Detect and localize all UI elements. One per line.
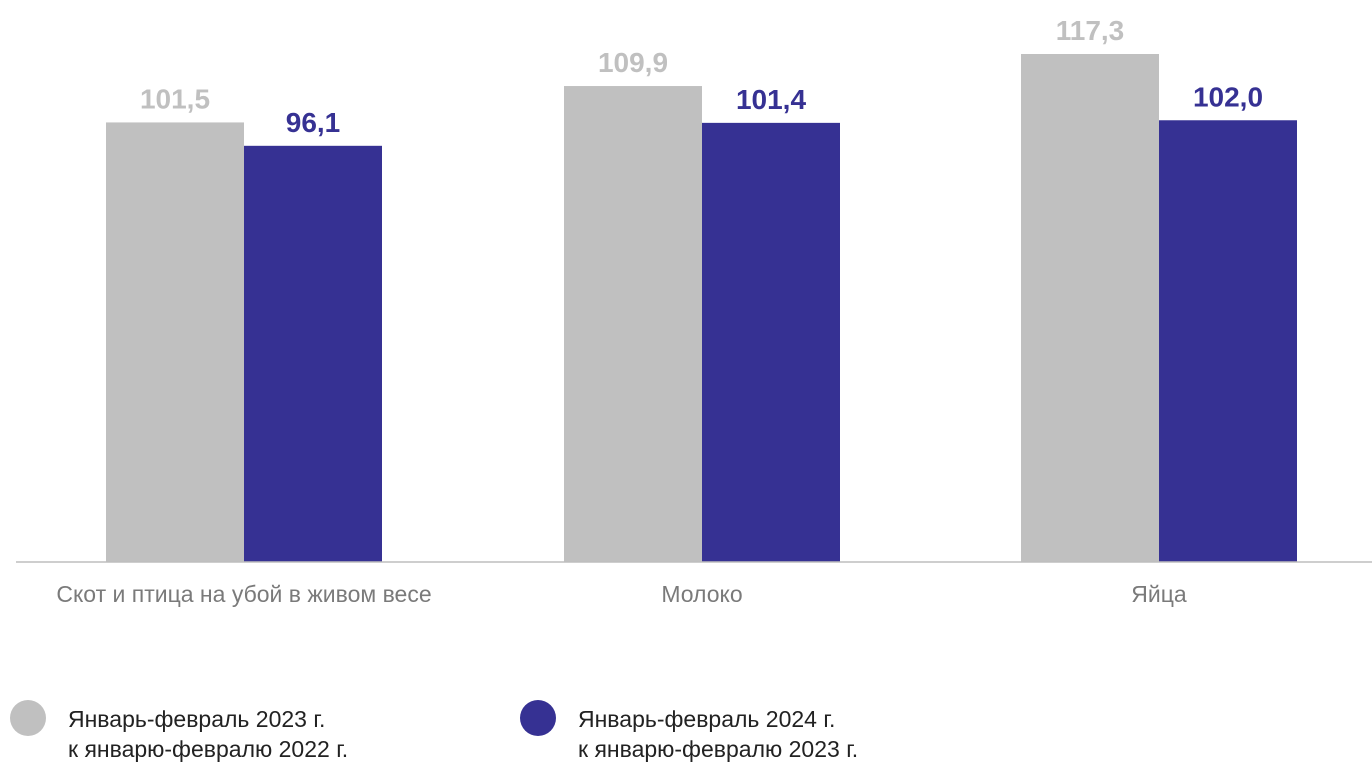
legend-label-2023-line-1: Январь-февраль 2023 г. <box>68 706 326 732</box>
bar-s0-c1 <box>564 86 702 563</box>
bars-layer <box>106 54 1297 563</box>
bar-chart: 101,5 96,1 109,9 101,4 117,3 102,0 Скот и пти… <box>16 15 1372 607</box>
legend-label-2024-line-2: к январю-февралю 2023 г. <box>578 736 859 762</box>
bar-s1-c2 <box>1159 120 1297 563</box>
bar-s1-c1 <box>702 122 840 562</box>
legend: Январь-февраль 2023 г. к январю-февралю … <box>0 696 1372 764</box>
x-tick-labels-layer: Скот и птица на убой в живом весе Молоко Я… <box>56 581 1187 607</box>
value-label-s0-c2: 117,3 <box>1056 15 1125 46</box>
x-tick-label-0: Скот и птица на убой в живом весе <box>56 581 431 607</box>
value-label-s1-c1: 101,4 <box>736 84 806 115</box>
legend-label-2024: Январь-февраль 2024 г. к январю-февралю … <box>578 704 858 764</box>
legend-swatch-2024 <box>520 700 556 736</box>
value-label-s1-c2: 102,0 <box>1193 81 1263 112</box>
value-labels-layer: 101,5 96,1 109,9 101,4 117,3 102,0 <box>140 15 1263 138</box>
legend-swatch-2023 <box>10 700 46 736</box>
value-label-s0-c1: 109,9 <box>598 47 668 78</box>
x-tick-label-1: Молоко <box>661 581 742 607</box>
legend-label-2023-line-2: к январю-февралю 2022 г. <box>68 736 349 762</box>
bar-s0-c2 <box>1021 54 1159 562</box>
value-label-s0-c0: 101,5 <box>140 83 210 114</box>
bar-s0-c0 <box>106 122 244 562</box>
x-tick-label-2: Яйца <box>1131 581 1187 607</box>
legend-label-2023: Январь-февраль 2023 г. к январю-февралю … <box>68 704 348 764</box>
bar-s1-c0 <box>244 145 382 563</box>
legend-label-2024-line-1: Январь-февраль 2024 г. <box>578 706 836 732</box>
value-label-s1-c0: 96,1 <box>286 107 341 138</box>
